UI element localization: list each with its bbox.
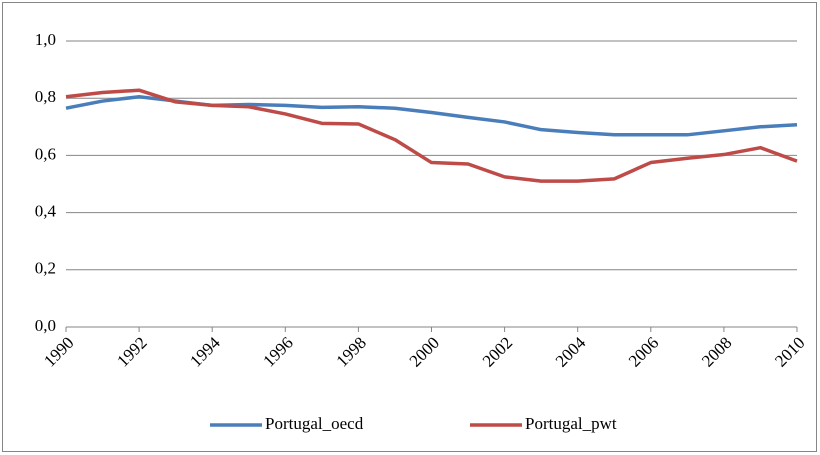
- series-line: [65, 88, 798, 183]
- y-tick-label: 0,6: [35, 144, 56, 163]
- y-tick-label: 0,2: [35, 259, 56, 278]
- y-tick-label: 0,0: [35, 316, 56, 335]
- legend-label: Portugal_pwt: [525, 414, 617, 433]
- y-tick-label: 0,8: [35, 87, 56, 106]
- y-tick-label: 0,4: [35, 202, 57, 221]
- legend-label: Portugal_oecd: [265, 414, 364, 433]
- y-tick-label: 1,0: [35, 30, 56, 49]
